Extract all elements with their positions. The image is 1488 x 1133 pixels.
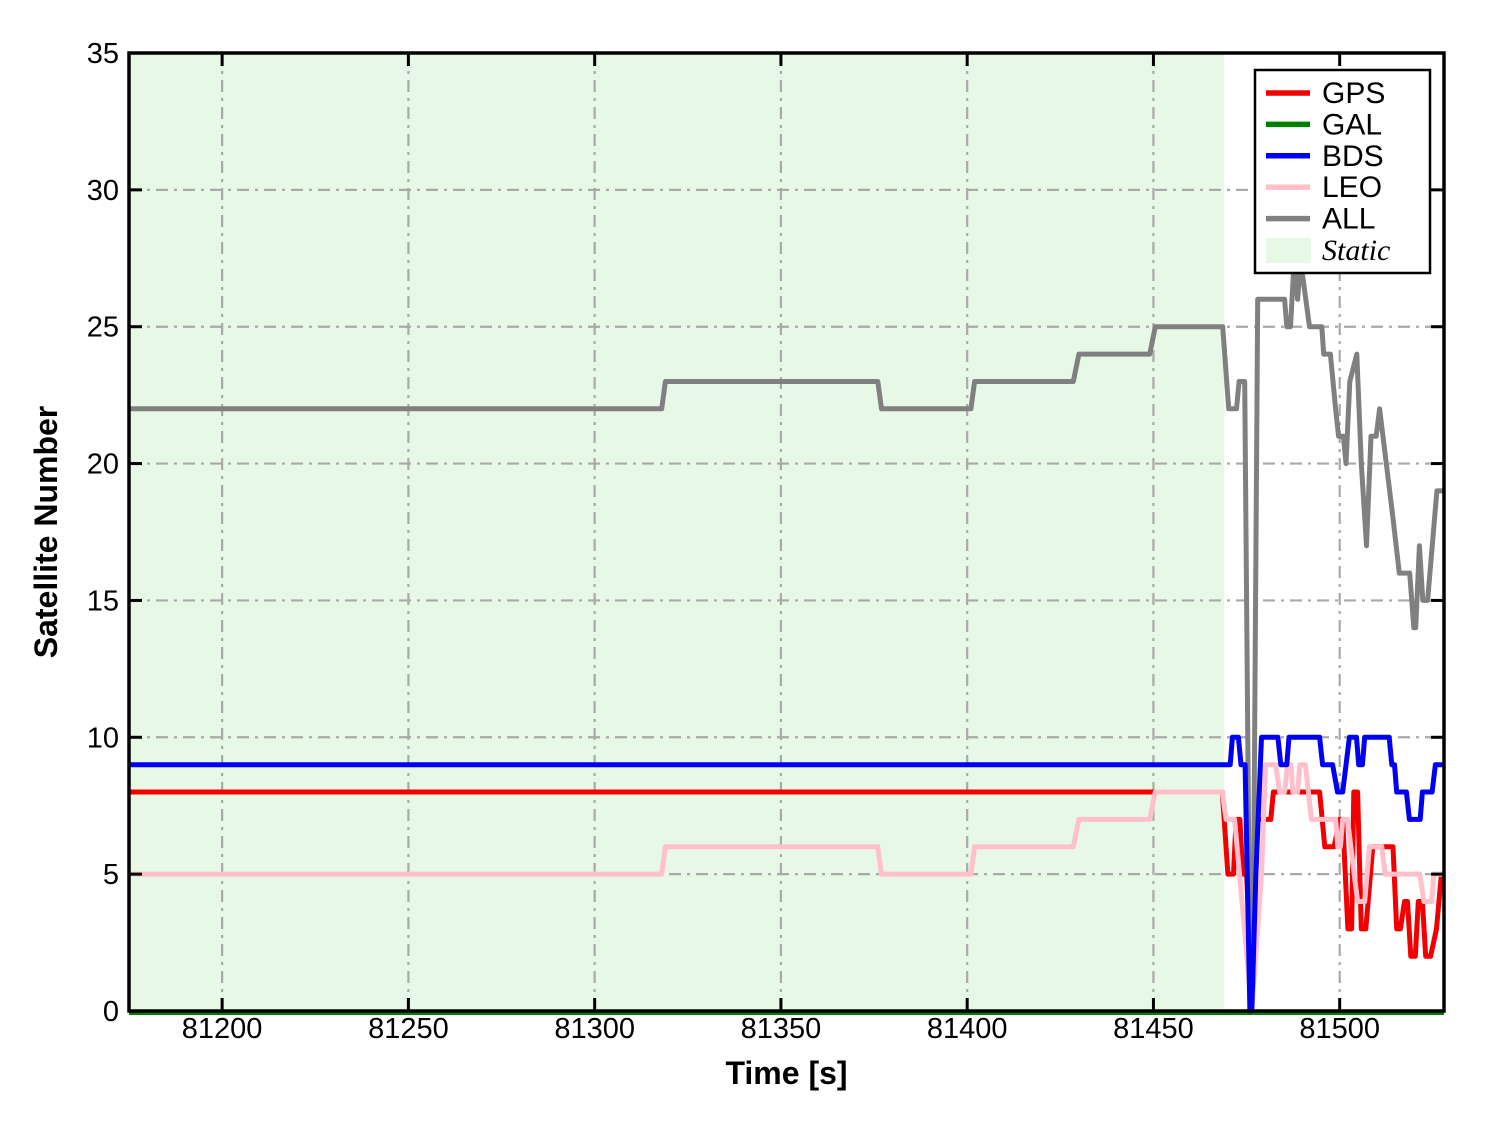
x-tick-label: 81300 <box>554 1013 635 1045</box>
x-tick-label: 81500 <box>1299 1013 1380 1045</box>
y-tick-label: 0 <box>103 996 119 1028</box>
x-tick-label: 81400 <box>927 1013 1008 1045</box>
y-tick-label: 30 <box>87 175 119 207</box>
y-tick-label: 15 <box>87 585 119 617</box>
x-tick-label: 81200 <box>182 1013 263 1045</box>
plot-border <box>127 51 1446 1013</box>
y-tick-label: 10 <box>87 722 119 754</box>
y-tick-label: 5 <box>103 859 119 891</box>
legend-label-static: Static <box>1322 234 1390 267</box>
legend-label-bds: BDS <box>1322 140 1384 173</box>
y-tick-label: 35 <box>87 38 119 70</box>
legend-label-leo: LEO <box>1322 171 1382 204</box>
legend-swatch-static <box>1266 238 1311 263</box>
x-tick-label: 81350 <box>741 1013 822 1045</box>
static-region-shading <box>129 53 1225 1011</box>
y-tick-label: 25 <box>87 312 119 344</box>
x-tick-label: 81250 <box>368 1013 449 1045</box>
bds-line <box>129 734 1444 1014</box>
legend-label-all: ALL <box>1322 203 1375 236</box>
legend-label-gps: GPS <box>1322 77 1385 110</box>
legend-label-gal: GAL <box>1322 108 1382 141</box>
x-tick-label: 81450 <box>1113 1013 1194 1045</box>
x-axis-title: Time [s] <box>725 1055 847 1091</box>
y-axis-title: Satellite Number <box>28 406 64 659</box>
y-tick-label: 20 <box>87 449 119 481</box>
